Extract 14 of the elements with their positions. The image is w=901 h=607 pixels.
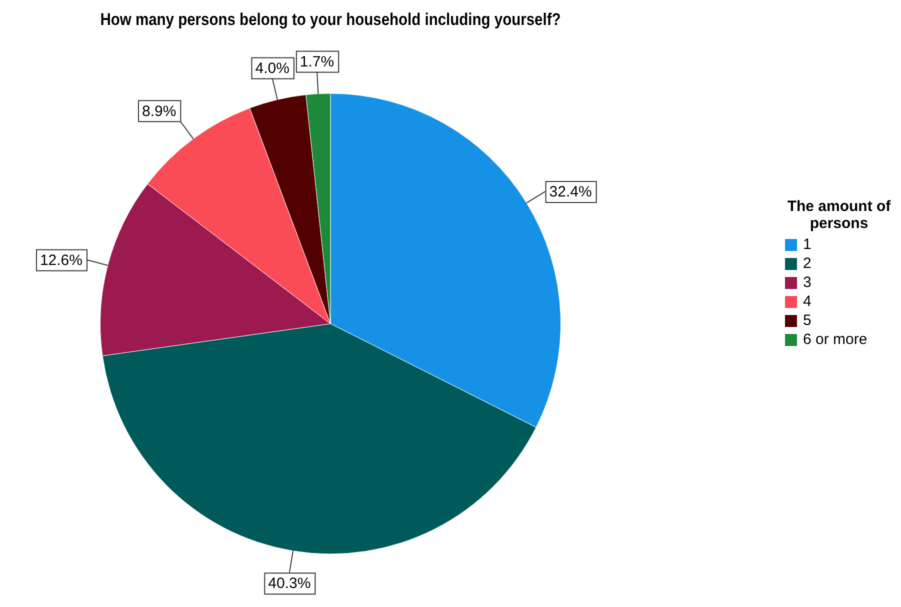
legend-label: 3	[803, 274, 812, 291]
data-label: 32.4%	[549, 184, 592, 201]
legend-label: 5	[803, 312, 812, 329]
legend-label: 4	[803, 293, 812, 310]
legend-label: 6 or more	[803, 331, 868, 348]
data-label: 40.3%	[268, 575, 311, 592]
legend-title: The amount of persons	[786, 198, 892, 232]
data-label: 4.0%	[255, 60, 290, 77]
chart-title: How many persons belong to your household including yourself?	[100, 11, 561, 30]
data-label: 1.7%	[300, 53, 334, 70]
legend-label: 1	[803, 236, 812, 253]
legend-label: 2	[803, 255, 812, 272]
data-label: 8.9%	[142, 102, 176, 120]
data-label: 12.6%	[40, 252, 82, 269]
